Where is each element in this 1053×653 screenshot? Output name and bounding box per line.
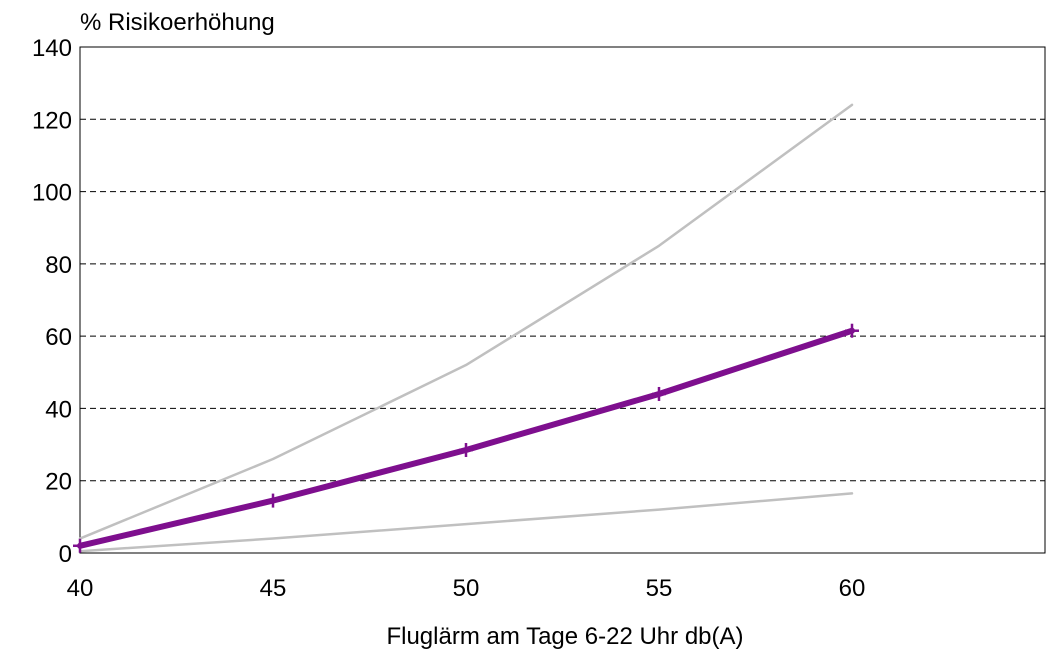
series-line	[78, 492, 854, 553]
series-line	[77, 327, 855, 549]
data-point	[459, 442, 473, 457]
x-tick-label: 45	[260, 575, 287, 602]
data-point	[652, 386, 666, 401]
series-line	[78, 103, 854, 540]
series-layer	[73, 103, 859, 553]
y-tick-label: 80	[45, 252, 72, 279]
plot-area-frame	[79, 46, 1046, 554]
x-axis-label: Fluglärm am Tage 6-22 Uhr db(A)	[386, 623, 743, 650]
x-tick-label: 50	[453, 575, 480, 602]
y-tick-label: 140	[32, 35, 72, 62]
x-tick-label: 40	[67, 575, 94, 602]
series-1	[73, 323, 859, 553]
y-tick-label: 20	[45, 469, 72, 496]
y-axis-label: % Risikoerhöhung	[80, 9, 275, 36]
series-3	[78, 492, 854, 553]
data-point	[266, 493, 280, 508]
x-tick-label: 60	[839, 575, 866, 602]
gridlines	[80, 118, 1045, 482]
series-2	[78, 103, 854, 540]
y-tick-label: 40	[45, 396, 72, 423]
y-tick-label: 60	[45, 324, 72, 351]
data-point	[845, 323, 859, 338]
y-tick-label: 100	[32, 180, 72, 207]
x-tick-labels: 40 45 50 55 60	[67, 575, 866, 602]
y-tick-label: 0	[59, 541, 72, 568]
y-tick-label: 120	[32, 107, 72, 134]
data-point	[73, 538, 87, 553]
y-tick-labels: 0 20 40 60 80 100 120 140	[32, 35, 72, 568]
x-tick-label: 55	[646, 575, 673, 602]
